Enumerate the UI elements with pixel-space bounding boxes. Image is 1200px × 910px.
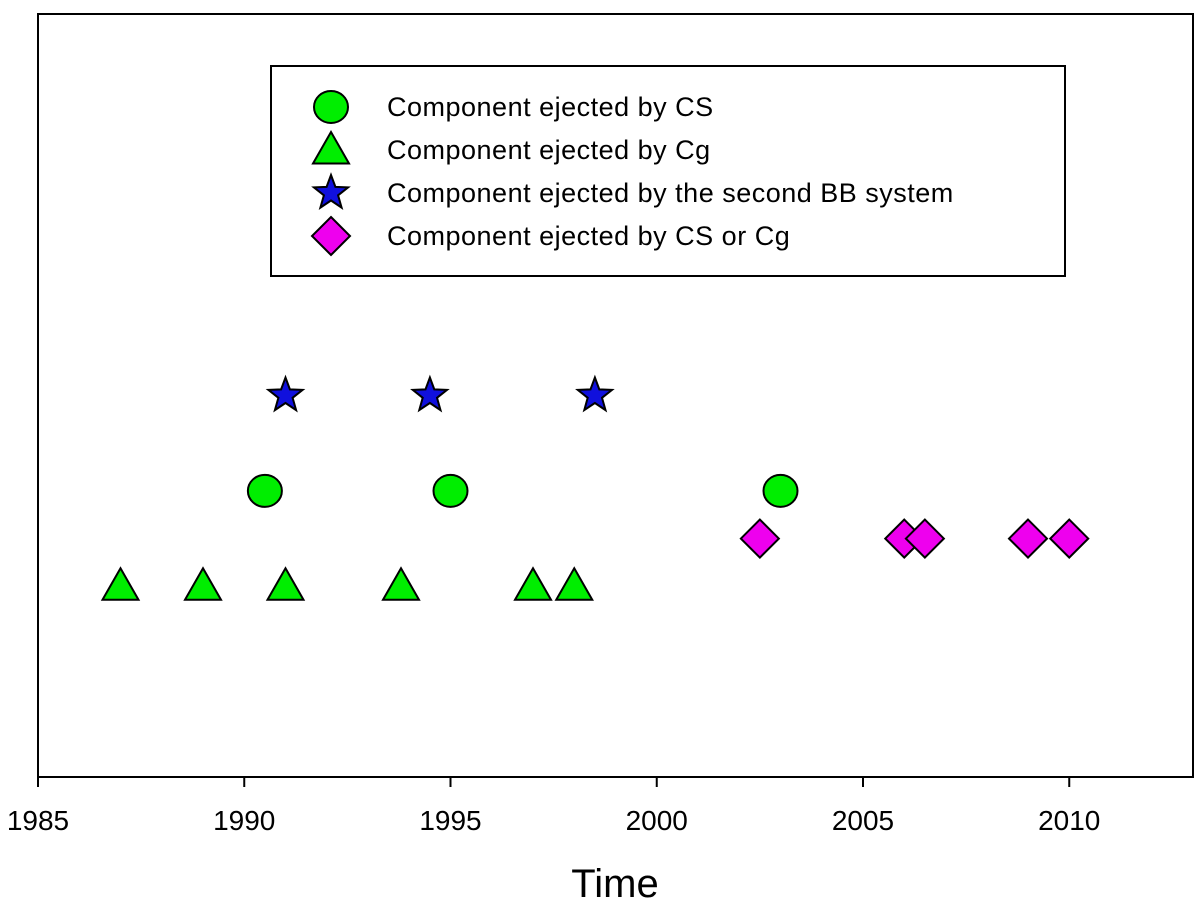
data-point-triangle (513, 566, 553, 601)
data-point-diamond (739, 518, 781, 559)
data-marks (100, 374, 1090, 601)
x-tick-label: 2000 (626, 805, 688, 836)
legend-swatch-triangle (311, 129, 351, 165)
legend-label: Component ejected by Cg (387, 135, 711, 165)
data-point-triangle (183, 566, 223, 601)
data-point-star (410, 374, 450, 413)
data-point-diamond (1048, 518, 1090, 559)
data-point-triangle (554, 566, 594, 601)
data-point-diamond (904, 518, 946, 559)
x-tick-label: 2005 (832, 805, 894, 836)
x-tick-label: 1990 (213, 805, 275, 836)
data-point-triangle (381, 566, 421, 601)
data-point-circle (762, 473, 799, 508)
legend-swatch-star (311, 172, 351, 210)
legend-label: Component ejected by CS or Cg (387, 221, 790, 251)
x-tick-label: 1985 (7, 805, 69, 836)
legend-box (270, 65, 1066, 277)
x-axis: 1985 1990 1995 2000 2005 2010 (7, 777, 1100, 836)
legend: Component ejected by CS Component ejected… (270, 65, 1066, 277)
data-point-triangle (265, 566, 306, 601)
x-tick-label: 2010 (1038, 805, 1100, 836)
legend-label: Component ejected by the second BB syste… (387, 178, 954, 208)
legend-label: Component ejected by CS (387, 92, 714, 122)
plot-frame (37, 13, 1194, 778)
legend-swatch-diamond (310, 215, 352, 257)
data-point-star (265, 374, 306, 413)
data-point-diamond (1007, 518, 1049, 559)
x-axis-title: Time (571, 862, 658, 906)
x-tick-label: 1995 (419, 805, 481, 836)
legend-swatch-circle (313, 90, 349, 124)
data-point-triangle (100, 566, 141, 601)
data-point-circle (432, 473, 469, 508)
data-point-circle (246, 473, 283, 508)
data-point-star (575, 374, 615, 413)
